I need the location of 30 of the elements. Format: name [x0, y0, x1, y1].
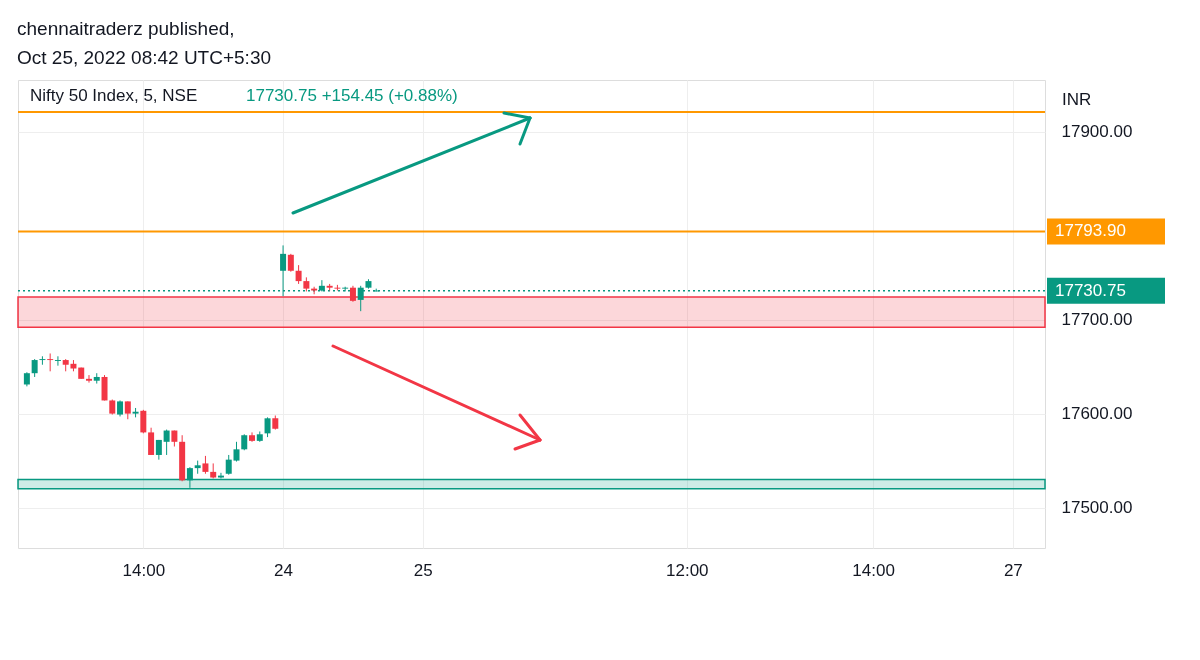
candlestick — [54, 355, 61, 367]
x-tick-label: 14:00 — [122, 560, 166, 580]
candlestick — [217, 472, 224, 479]
x-tick-label: 24 — [274, 560, 294, 580]
candlestick — [163, 429, 170, 456]
x-tick-label: 12:00 — [665, 560, 709, 580]
annotation: 17730.75 +154.45 (+0.88%) — [246, 86, 458, 105]
candlestick — [47, 352, 54, 372]
candlestick — [85, 374, 92, 384]
y-tick-label: 17600.00 — [1061, 404, 1133, 424]
candlestick — [186, 466, 193, 489]
candlestick — [140, 409, 147, 434]
x-tick-label: 14:00 — [852, 560, 895, 580]
candlestick — [148, 427, 155, 456]
text: INR — [1062, 90, 1092, 109]
candlestick — [264, 416, 271, 438]
chart-title: chennaitraderz published, — [17, 18, 235, 39]
ref-line-label: 17730.75 — [1055, 280, 1126, 300]
x-tick-label: 25 — [413, 560, 433, 580]
x-tick-label: 27 — [1003, 560, 1023, 580]
chart-subtitle: Oct 25, 2022 08:42 UTC+5:30 — [17, 47, 272, 68]
candlestick — [101, 374, 108, 401]
ref-line-label: 17793.90 — [1055, 221, 1126, 241]
annotation: Nifty 50 Index, 5, NSE — [30, 86, 198, 105]
candlestick — [295, 264, 302, 285]
candlestick — [39, 355, 46, 366]
y-tick-label: 17500.00 — [1061, 498, 1133, 518]
y-tick-label: 17900.00 — [1061, 122, 1133, 142]
candlestick — [311, 286, 318, 295]
y-tick-label: 17700.00 — [1061, 310, 1133, 330]
